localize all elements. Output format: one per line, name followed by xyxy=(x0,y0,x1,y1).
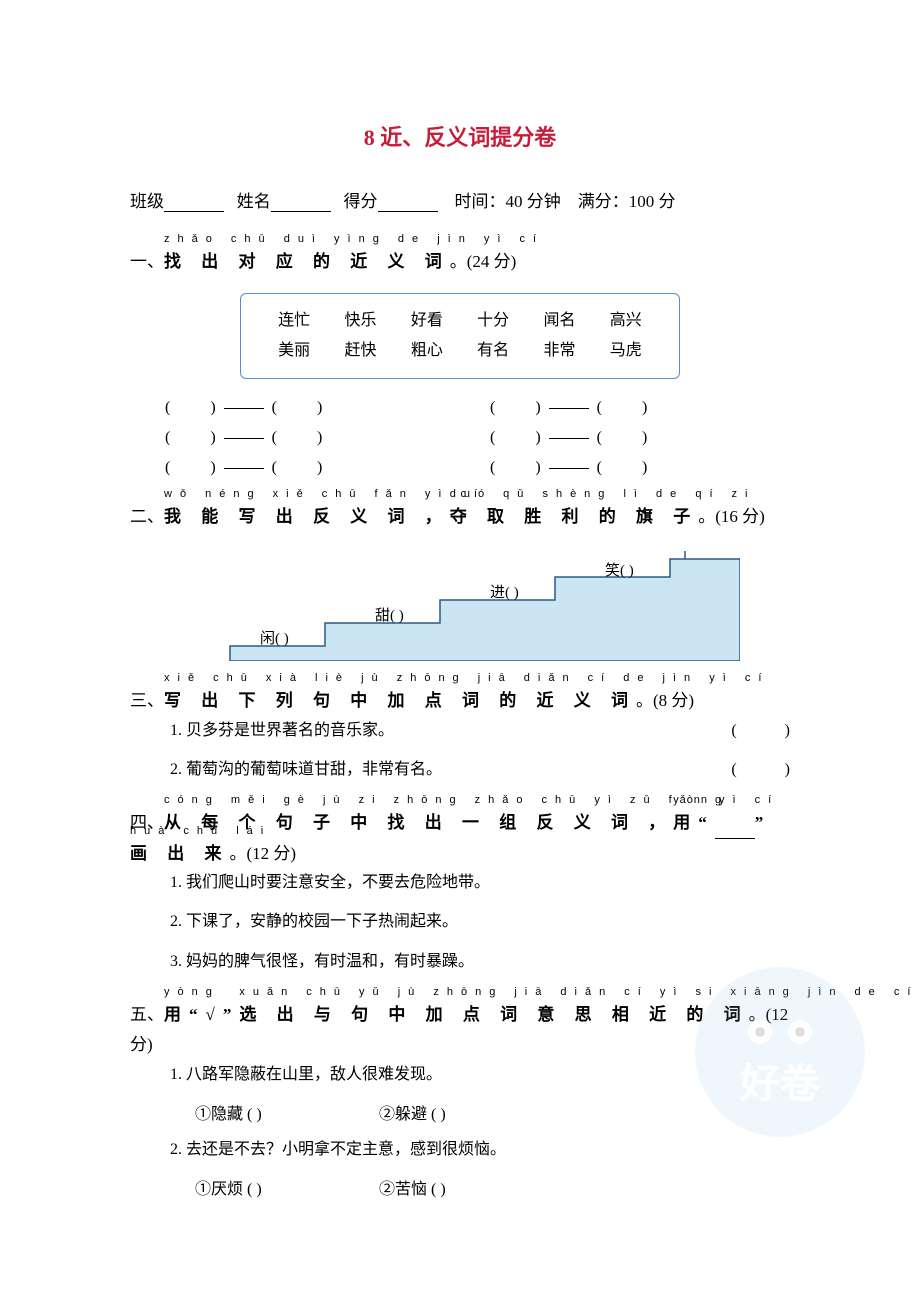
word-bank-box: 连忙 快乐 好看 十分 闻名 高兴 美丽 赶快 粗心 有名 非常 马虎 xyxy=(240,293,680,380)
word: 闻名 xyxy=(543,306,575,336)
section-2-number: 二、 xyxy=(130,507,164,526)
item-4-1: 1. 我们爬山时要注意安全，不要去危险地带。 xyxy=(170,869,790,896)
word: 粗心 xyxy=(411,336,443,366)
stairs-diagram: 闲( ) 甜( ) 进( ) 笑( ) xyxy=(130,551,790,661)
word: 高兴 xyxy=(610,306,642,336)
dash-icon xyxy=(224,438,264,439)
answer-blank[interactable]: ( ) xyxy=(731,717,790,744)
section-3-number: 三、 xyxy=(130,691,164,710)
word: 美丽 xyxy=(278,336,310,366)
section-2: 二、wǒ néng xiě chū fǎn yì cí我 能 写 出 反 义 词… xyxy=(130,502,790,661)
section-4-text-2: 用 xyxy=(673,813,698,832)
svg-text:好卷: 好卷 xyxy=(739,1062,821,1106)
section-4-pinyin-3: huà chū lái xyxy=(130,822,271,842)
word: 连忙 xyxy=(278,306,310,336)
section-4-suffix: 。(12 分) xyxy=(230,844,297,863)
section-2-suffix: 。(16 分) xyxy=(698,507,765,526)
word: 赶快 xyxy=(344,336,376,366)
stair-blank-4[interactable]: 笑( ) xyxy=(605,559,634,580)
section-5-pinyin-1: yòng xyxy=(164,983,220,1003)
student-info-line: 班级 姓名 得分 时间：40 分钟 满分：100 分 xyxy=(130,187,790,212)
word: 快乐 xyxy=(344,306,376,336)
section-1-heading: 一、zhǎo chū duì yìng de jìn yì cí找 出 对 应 … xyxy=(130,247,790,278)
section-2-pinyin-2: duó qǔ shèng lì de qí zi xyxy=(450,485,756,505)
answer-blank[interactable]: ( ) xyxy=(731,756,790,783)
option-5-2-a[interactable]: ①厌烦 ( ) xyxy=(195,1175,375,1199)
full-label: 满分： xyxy=(578,192,629,211)
word: 马虎 xyxy=(610,336,642,366)
section-5-number: 五、 xyxy=(130,1005,164,1024)
section-5-text-1: 用 xyxy=(164,1005,189,1024)
underline-blank xyxy=(715,823,755,839)
section-2-text-1: 我 能 写 出 反 义 词 ， xyxy=(164,507,450,526)
watermark-icon: 好卷 xyxy=(680,952,880,1152)
dash-icon xyxy=(224,468,264,469)
time-value: 40 分钟 xyxy=(506,192,561,211)
class-blank[interactable] xyxy=(164,194,224,212)
option-5-1-b[interactable]: ②躲避 ( ) xyxy=(379,1100,446,1124)
score-blank[interactable] xyxy=(378,194,438,212)
section-3-text: 写 出 下 列 句 中 加 点 词 的 近 义 词 xyxy=(164,691,636,710)
section-2-heading: 二、wǒ néng xiě chū fǎn yì cí我 能 写 出 反 义 词… xyxy=(130,502,790,533)
answer-blank[interactable]: ( ) xyxy=(165,459,216,477)
answer-blank[interactable]: ( ) xyxy=(597,429,648,447)
item-3-1: 1. 贝多芬是世界著名的音乐家。( ) xyxy=(170,717,790,744)
section-4-heading: 四、cóng měi gè jù zi zhōng zhǎo chū yì zǔ… xyxy=(130,808,790,869)
section-1-pinyin: zhǎo chū duì yìng de jìn yì cí xyxy=(164,230,544,250)
answer-blank[interactable]: ( ) xyxy=(490,399,541,417)
section-1-text: 找 出 对 应 的 近 义 词 xyxy=(164,252,450,271)
item-3-2: 2. 葡萄沟的葡萄味道甘甜，非常有名。( ) xyxy=(170,756,790,783)
dash-icon xyxy=(549,468,589,469)
dash-icon xyxy=(224,408,264,409)
name-blank[interactable] xyxy=(271,194,331,212)
dash-icon xyxy=(549,408,589,409)
answer-blank[interactable]: ( ) xyxy=(490,459,541,477)
item-5-2-options: ①厌烦 ( ) ②苦恼 ( ) xyxy=(195,1175,790,1199)
word: 非常 xyxy=(543,336,575,366)
check-symbol: “√” xyxy=(189,1005,239,1024)
answer-blank[interactable]: ( ) xyxy=(597,399,648,417)
answer-blank[interactable]: ( ) xyxy=(272,399,323,417)
quote-open: “ xyxy=(698,813,715,832)
section-4-pinyin-2: yòng xyxy=(673,791,729,811)
stair-blank-3[interactable]: 进( ) xyxy=(490,581,519,602)
stair-blank-2[interactable]: 甜( ) xyxy=(375,604,404,625)
stair-blank-1[interactable]: 闲( ) xyxy=(260,627,289,648)
word: 好看 xyxy=(411,306,443,336)
section-1: 一、zhǎo chū duì yìng de jìn yì cí找 出 对 应 … xyxy=(130,247,790,477)
answer-blank[interactable]: ( ) xyxy=(272,429,323,447)
answer-blank[interactable]: ( ) xyxy=(165,429,216,447)
section-5-text-2: 选 出 与 句 中 加 点 词 意 思 相 近 的 词 xyxy=(239,1005,748,1024)
section-3-suffix: 。(8 分) xyxy=(636,691,694,710)
item-4-2: 2. 下课了，安静的校园一下子热闹起来。 xyxy=(170,908,790,935)
section-3-heading: 三、xiě chū xià liè jù zhōng jiā diǎn cí d… xyxy=(130,686,790,717)
section-2-text-2: 夺 取 胜 利 的 旗 子 xyxy=(450,507,699,526)
section-3-pinyin: xiě chū xià liè jù zhōng jiā diǎn cí de … xyxy=(164,669,769,689)
section-3: 三、xiě chū xià liè jù zhōng jiā diǎn cí d… xyxy=(130,686,790,783)
class-label: 班级 xyxy=(130,192,164,211)
worksheet-title: 8 近、反义词提分卷 xyxy=(130,120,790,152)
word: 十分 xyxy=(477,306,509,336)
dash-icon xyxy=(549,438,589,439)
section-2-pinyin-1: wǒ néng xiě chū fǎn yì cí xyxy=(164,485,485,505)
answer-blank[interactable]: ( ) xyxy=(165,399,216,417)
option-5-2-b[interactable]: ②苦恼 ( ) xyxy=(379,1175,446,1199)
answer-blank[interactable]: ( ) xyxy=(490,429,541,447)
option-5-1-a[interactable]: ①隐藏 ( ) xyxy=(195,1100,375,1124)
time-label: 时间： xyxy=(455,192,506,211)
section-4: 四、cóng měi gè jù zi zhōng zhǎo chū yì zǔ… xyxy=(130,808,790,975)
section-1-suffix: 。(24 分) xyxy=(450,252,517,271)
word: 有名 xyxy=(477,336,509,366)
quote-close: ” xyxy=(755,813,772,832)
answer-blank[interactable]: ( ) xyxy=(272,459,323,477)
name-label: 姓名 xyxy=(237,192,271,211)
section-4-text-3: 画 出 来 xyxy=(130,844,230,863)
pair-answer-grid: ( ) ( ) ( ) ( ) ( ) ( ) ( ) ( ) ( ) ( ) ( ) ( … xyxy=(165,399,790,477)
score-label: 得分 xyxy=(344,192,378,211)
answer-blank[interactable]: ( ) xyxy=(597,459,648,477)
section-1-number: 一、 xyxy=(130,252,164,271)
full-value: 100 分 xyxy=(629,192,676,211)
